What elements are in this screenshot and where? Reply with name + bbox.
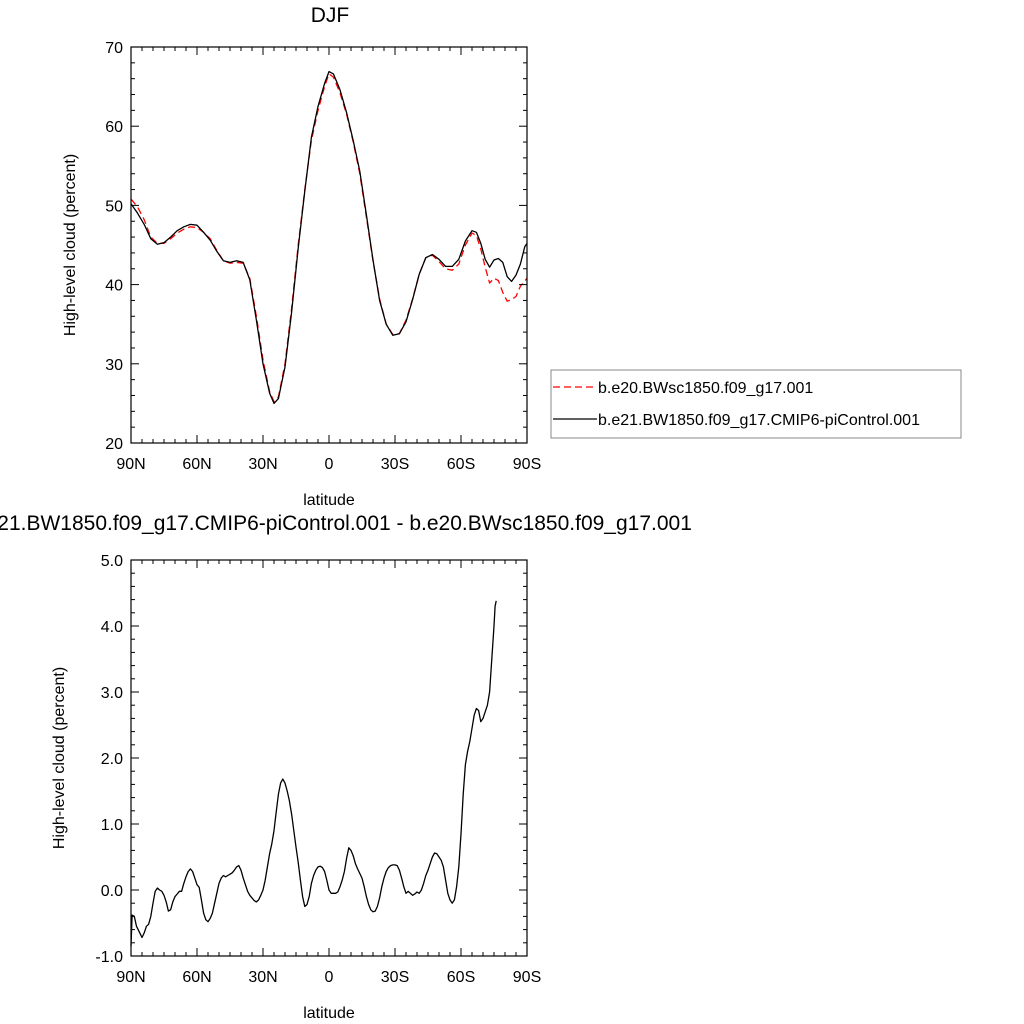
bottom-plot-marks — [130, 600, 497, 947]
bottom-x-axis-label: latitude — [303, 1005, 355, 1022]
y-tick-label: 50 — [105, 198, 123, 215]
x-tick-label: 0 — [325, 456, 334, 473]
legend-label-test: b.e20.BWsc1850.f09_g17.001 — [598, 380, 813, 397]
y-tick-label: 0.0 — [101, 883, 123, 900]
x-tick-label: 30N — [248, 969, 277, 986]
y-tick-label: 20 — [105, 436, 123, 453]
y-tick-label: 1.0 — [101, 817, 123, 834]
legend-label-control: b.e21.BW1850.f09_g17.CMIP6-piControl.001 — [598, 412, 920, 429]
y-tick-label: -1.0 — [95, 949, 123, 966]
bottom-plot-frame — [130, 559, 528, 957]
y-tick-label: 60 — [105, 119, 123, 136]
x-tick-label: 30S — [381, 969, 409, 986]
series-line-1-0 — [130, 600, 497, 947]
x-tick-label: 60N — [182, 969, 211, 986]
legend: b.e20.BWsc1850.f09_g17.001 b.e21.BW1850.… — [550, 369, 962, 439]
y-tick-label: 40 — [105, 278, 123, 295]
x-tick-label: 90S — [513, 456, 541, 473]
top-plot-frame — [130, 46, 528, 444]
y-tick-label: 70 — [105, 40, 123, 57]
x-tick-label: 60S — [447, 456, 475, 473]
top-chart-title: DJF — [311, 4, 350, 27]
top-x-axis-label: latitude — [303, 492, 355, 509]
bottom-chart-title: b.e21.BW1850.f09_g17.CMIP6-piControl.001… — [0, 512, 692, 535]
x-tick-label: 90N — [116, 969, 145, 986]
y-tick-label: 4.0 — [101, 619, 123, 636]
series-line-0-1 — [130, 70, 528, 405]
x-tick-label: 90S — [513, 969, 541, 986]
bottom-y-axis-label: High-level cloud (percent) — [51, 667, 68, 849]
legend-box — [550, 369, 962, 439]
x-tick-label: 30N — [248, 456, 277, 473]
y-tick-label: 2.0 — [101, 751, 123, 768]
top-y-axis-label: High-level cloud (percent) — [62, 154, 79, 336]
top-panel: DJF 90N 60N 30N 0 30S 60S 90S 20 30 40 50 60 70 lati… — [62, 4, 962, 509]
top-plot-marks — [130, 70, 528, 405]
x-tick-label: 30S — [381, 456, 409, 473]
x-tick-label: 60S — [447, 969, 475, 986]
bottom-panel: b.e21.BW1850.f09_g17.CMIP6-piControl.001… — [0, 512, 692, 1022]
x-tick-label: 0 — [325, 969, 334, 986]
y-tick-label: 30 — [105, 357, 123, 374]
bottom-axis-ticks: 90N 60N 30N 0 30S 60S 90S -1.0 0.0 1.0 2.0 3.0 4.0 5.… — [95, 553, 541, 986]
top-axis-ticks: 90N 60N 30N 0 30S 60S 90S 20 30 40 50 60 70 — [105, 40, 541, 473]
x-tick-label: 60N — [182, 456, 211, 473]
y-tick-label: 3.0 — [101, 685, 123, 702]
y-tick-label: 5.0 — [101, 553, 123, 570]
x-tick-label: 90N — [116, 456, 145, 473]
